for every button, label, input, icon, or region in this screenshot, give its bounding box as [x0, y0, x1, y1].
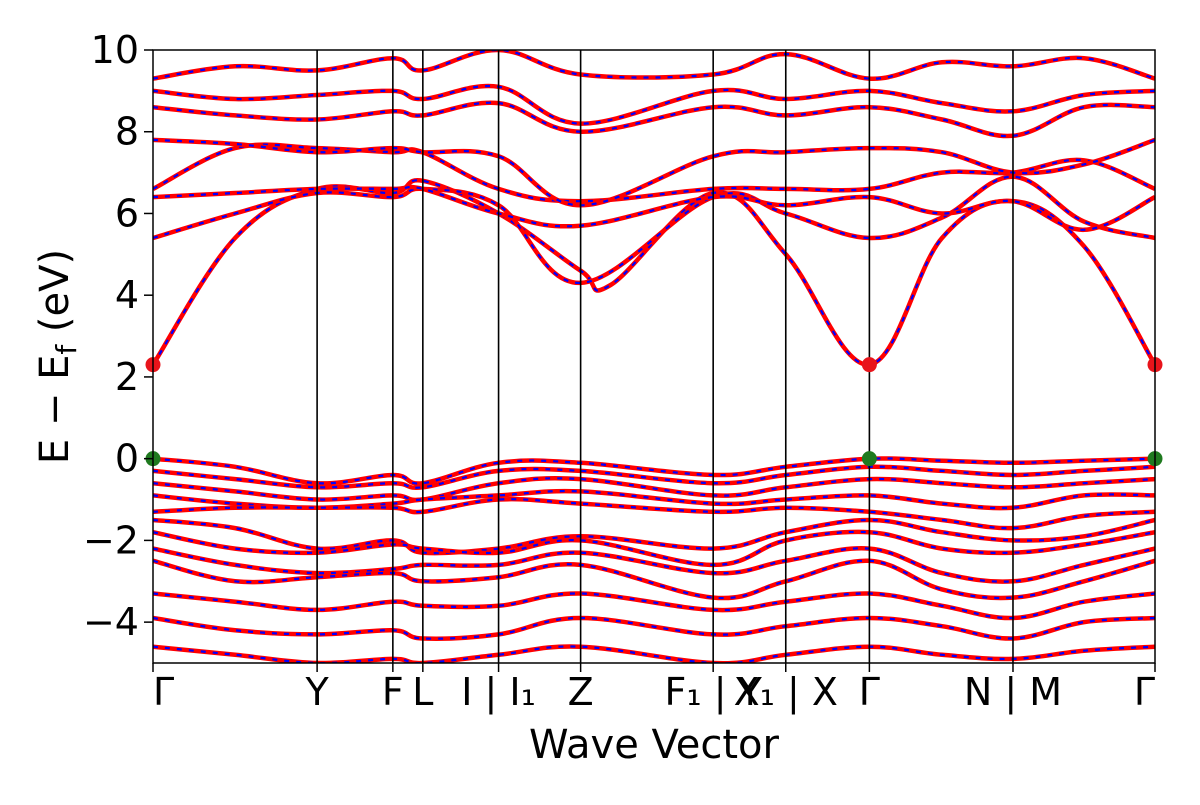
y-axis-title-main: E − E [32, 355, 78, 465]
band-line-dashed [153, 465, 1155, 489]
y-tick-label: 0 [115, 437, 139, 481]
band-line-dashed [153, 616, 1155, 640]
x-tick-label-8: Γ [859, 670, 880, 714]
band-line-dashed [153, 143, 1155, 203]
band-line-dashed [153, 185, 1155, 231]
band-line-solid [153, 50, 1155, 81]
band-line-dashed [153, 547, 1155, 583]
x-tick-label-10: Γ [1134, 670, 1155, 714]
band-valence-13 [153, 517, 1155, 556]
band-conduction-4 [153, 137, 1155, 208]
band-gap-markers-layer [145, 357, 1163, 467]
x-tick-label-4: I | I₁ [461, 670, 536, 715]
band-lines-layer [153, 50, 1155, 663]
band-line-dashed [153, 179, 1155, 366]
y-tick-label: 6 [115, 191, 139, 235]
x-tick-label-1: Y [304, 670, 329, 714]
y-tick-label: 10 [91, 28, 139, 72]
y-axis-title: E − Ef (eV) [32, 249, 83, 464]
band-line-solid [153, 517, 1155, 556]
y-tick-label: 8 [115, 110, 139, 154]
band-line-dashed [153, 559, 1155, 600]
y-tick-label: −2 [83, 518, 139, 562]
y-axis-title-sub: f [50, 344, 83, 355]
x-axis-title: Wave Vector [529, 722, 780, 768]
band-valence-18 [153, 615, 1155, 641]
x-tick-label-3: L [412, 670, 433, 714]
band-valence-12 [153, 496, 1155, 531]
band-line-solid [153, 496, 1155, 531]
y-axis-title-unit: (eV) [32, 249, 78, 345]
band-line-dashed [153, 457, 1155, 485]
band-line-solid [153, 615, 1155, 641]
cbm-marker-1 [861, 357, 877, 373]
x-tick-label-2: F [382, 670, 404, 714]
band-line-dashed [153, 592, 1155, 620]
band-valence-19 [153, 644, 1155, 663]
x-tick-label-0: Γ [153, 670, 174, 714]
band-line-dashed [153, 84, 1155, 125]
band-line-dashed [153, 477, 1155, 502]
band-conduction-1 [153, 174, 1155, 286]
y-tick-label: 2 [115, 355, 139, 399]
x-tick-label-6: F₁ | Y [665, 670, 763, 715]
kpath-lines-layer [316, 50, 1014, 663]
band-line-solid [153, 174, 1155, 286]
band-line-dashed [153, 50, 1155, 80]
band-line-dashed [153, 498, 1155, 530]
band-conduction-7 [153, 50, 1155, 81]
y-axis-ticks: −4 −2 0 2 4 6 8 10 [83, 28, 153, 644]
y-tick-label: −4 [83, 600, 139, 644]
band-line-solid [153, 137, 1155, 208]
y-tick-label: 4 [115, 273, 139, 317]
vbm-marker-4 [861, 451, 877, 467]
band-line-solid [153, 644, 1155, 663]
x-tick-label-9: N | M [964, 670, 1062, 715]
x-tick-label-5: Z [568, 670, 594, 714]
band-conduction-2 [153, 184, 1155, 233]
x-tick-label-7: X₁ | X [734, 670, 838, 715]
plot-frame [152, 49, 1156, 664]
